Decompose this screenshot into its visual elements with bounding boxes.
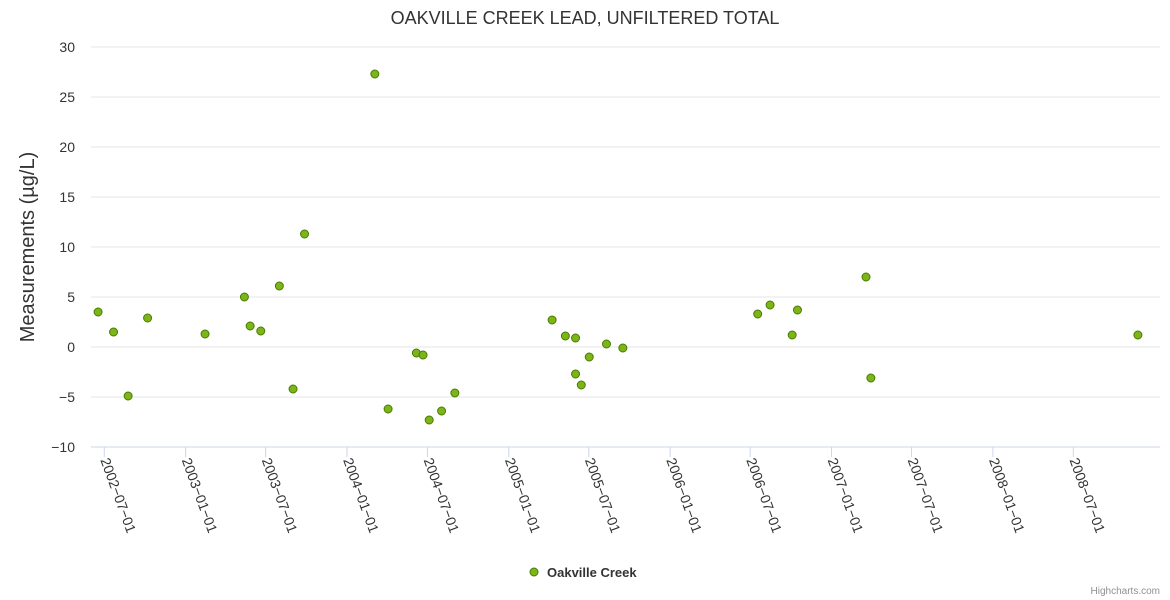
data-point[interactable] — [239, 292, 249, 302]
x-tick-label: 2004−01−01 — [340, 456, 382, 536]
credits-link[interactable]: Highcharts.com — [1091, 586, 1160, 597]
data-point[interactable] — [571, 369, 581, 379]
chart-title: OAKVILLE CREEK LEAD, UNFILTERED TOTAL — [391, 8, 780, 28]
y-tick-label: −10 — [51, 439, 75, 455]
data-point[interactable] — [437, 406, 447, 416]
y-tick-label: 15 — [59, 189, 75, 205]
x-tick-label: 2007−07−01 — [905, 456, 947, 536]
data-point[interactable] — [450, 388, 460, 398]
data-point[interactable] — [93, 307, 103, 317]
x-axis: 2002−07−01 2003−01−01 2003−07−01 2004−01−01… — [97, 447, 1109, 536]
data-point[interactable] — [274, 281, 284, 291]
legend-marker-icon — [529, 567, 539, 577]
data-point[interactable] — [300, 229, 310, 239]
data-point[interactable] — [288, 384, 298, 394]
data-point[interactable] — [601, 339, 611, 349]
y-tick-label: 5 — [67, 289, 75, 305]
x-tick-label: 2005−01−01 — [502, 456, 544, 536]
data-point[interactable] — [245, 321, 255, 331]
y-tick-label: −5 — [59, 389, 75, 405]
legend-item-oakville-creek[interactable]: Oakville Creek — [547, 565, 637, 580]
data-point[interactable] — [560, 331, 570, 341]
x-tick-label: 2006−07−01 — [743, 456, 785, 536]
y-tick-label: 25 — [59, 89, 75, 105]
x-tick-label: 2005−07−01 — [582, 456, 624, 536]
y-axis: 30 25 20 15 10 5 0 −5 −10 — [51, 39, 75, 455]
y-tick-label: 10 — [59, 239, 75, 255]
data-point[interactable] — [576, 380, 586, 390]
y-tick-label: 20 — [59, 139, 75, 155]
data-point[interactable] — [787, 330, 797, 340]
x-tick-label: 2004−07−01 — [421, 456, 463, 536]
data-point[interactable] — [383, 404, 393, 414]
data-point[interactable] — [618, 343, 628, 353]
data-point[interactable] — [571, 333, 581, 343]
data-point[interactable] — [584, 352, 594, 362]
data-point[interactable] — [866, 373, 876, 383]
legend[interactable]: Oakville Creek — [529, 565, 637, 580]
x-tick-label: 2006−01−01 — [663, 456, 705, 536]
x-tick-label: 2002−07−01 — [97, 456, 139, 536]
data-point[interactable] — [200, 329, 210, 339]
data-point[interactable] — [424, 415, 434, 425]
data-point[interactable] — [418, 350, 428, 360]
y-axis-label: Measurements (µg/L) — [17, 152, 39, 342]
grid — [91, 46, 1160, 398]
data-point[interactable] — [753, 309, 763, 319]
x-tick-label: 2003−01−01 — [179, 456, 221, 536]
y-tick-label: 0 — [67, 339, 75, 355]
y-tick-label: 30 — [59, 39, 75, 55]
data-point[interactable] — [370, 69, 380, 79]
data-point[interactable] — [1133, 330, 1143, 340]
x-tick-label: 2007−01−01 — [825, 456, 867, 536]
series-oakville-creek — [93, 69, 1143, 425]
data-point[interactable] — [547, 315, 557, 325]
x-tick-label: 2008−01−01 — [986, 456, 1028, 536]
x-tick-label: 2003−07−01 — [259, 456, 301, 536]
data-point[interactable] — [143, 313, 153, 323]
data-point[interactable] — [109, 327, 119, 337]
data-point[interactable] — [765, 300, 775, 310]
data-point[interactable] — [123, 391, 133, 401]
data-point[interactable] — [792, 305, 802, 315]
data-point[interactable] — [861, 272, 871, 282]
x-tick-label: 2008−07−01 — [1067, 456, 1109, 536]
data-point[interactable] — [256, 326, 266, 336]
